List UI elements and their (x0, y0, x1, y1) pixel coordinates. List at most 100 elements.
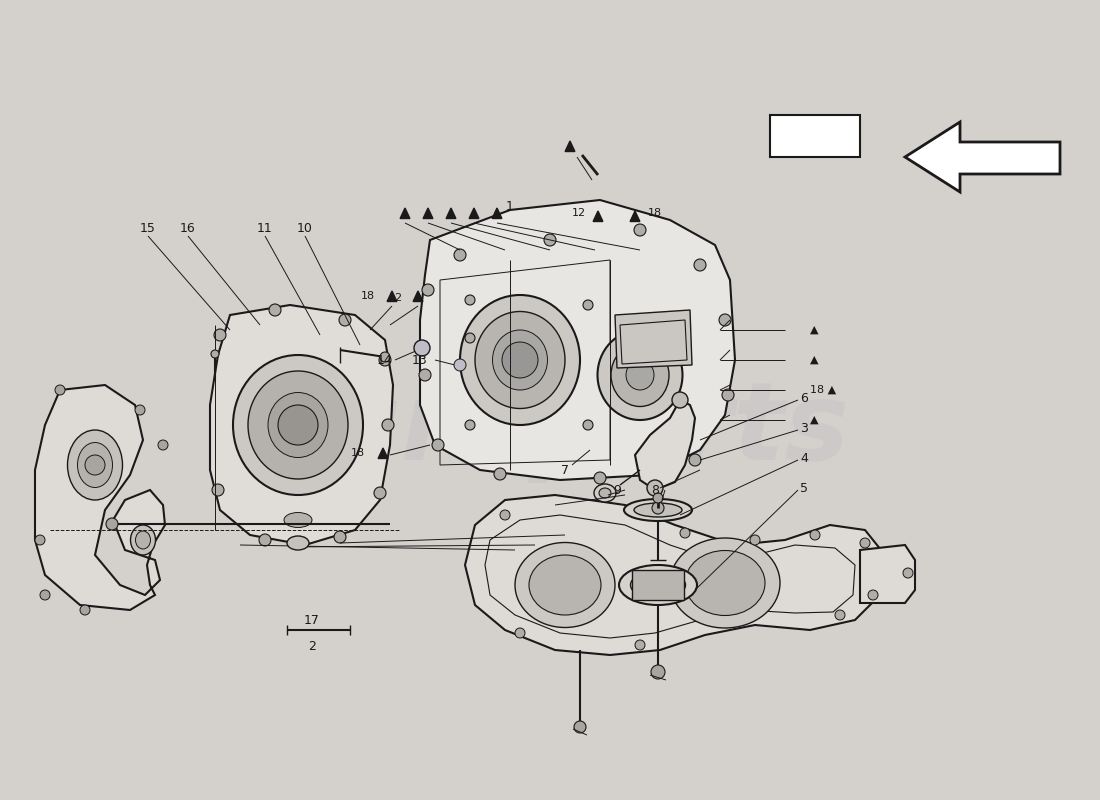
Ellipse shape (610, 343, 669, 406)
Polygon shape (414, 291, 422, 302)
Ellipse shape (672, 392, 688, 408)
Ellipse shape (722, 389, 734, 401)
Polygon shape (210, 305, 393, 545)
Ellipse shape (494, 468, 506, 480)
Polygon shape (905, 122, 1060, 192)
Ellipse shape (502, 342, 538, 378)
Text: 4: 4 (800, 451, 807, 465)
Ellipse shape (465, 420, 475, 430)
Ellipse shape (67, 430, 122, 500)
Ellipse shape (465, 295, 475, 305)
Text: 18: 18 (648, 208, 662, 218)
Text: 2: 2 (308, 641, 316, 654)
Ellipse shape (379, 352, 390, 362)
Ellipse shape (860, 538, 870, 548)
Polygon shape (424, 208, 433, 218)
Ellipse shape (414, 340, 430, 356)
Text: 16: 16 (180, 222, 196, 234)
Text: 18: 18 (351, 448, 365, 458)
Ellipse shape (810, 530, 820, 540)
Ellipse shape (635, 640, 645, 650)
Ellipse shape (106, 518, 118, 530)
Ellipse shape (460, 295, 580, 425)
Ellipse shape (35, 535, 45, 545)
Polygon shape (565, 141, 575, 151)
Ellipse shape (493, 330, 548, 390)
Ellipse shape (689, 454, 701, 466)
Ellipse shape (465, 333, 475, 343)
Ellipse shape (214, 329, 225, 341)
Polygon shape (635, 400, 695, 490)
Ellipse shape (268, 393, 328, 458)
Text: 13: 13 (412, 354, 428, 366)
Text: ▲ = 1: ▲ = 1 (793, 130, 837, 145)
Ellipse shape (379, 354, 390, 366)
Ellipse shape (670, 538, 780, 628)
Ellipse shape (624, 499, 692, 521)
Text: 7: 7 (561, 463, 569, 477)
Polygon shape (378, 448, 388, 458)
Polygon shape (630, 211, 640, 222)
Ellipse shape (634, 224, 646, 236)
Ellipse shape (653, 493, 663, 503)
Ellipse shape (594, 472, 606, 484)
Text: 14: 14 (377, 354, 393, 366)
Polygon shape (447, 208, 455, 218)
Ellipse shape (284, 513, 312, 527)
Polygon shape (860, 545, 915, 603)
Text: 1: 1 (506, 201, 514, 214)
Ellipse shape (594, 484, 616, 502)
Ellipse shape (419, 369, 431, 381)
Ellipse shape (680, 528, 690, 538)
Ellipse shape (211, 350, 219, 358)
Ellipse shape (630, 571, 685, 599)
Polygon shape (420, 200, 735, 480)
Polygon shape (387, 291, 397, 302)
Polygon shape (615, 310, 692, 368)
Text: 3: 3 (800, 422, 807, 434)
Ellipse shape (583, 300, 593, 310)
Ellipse shape (652, 502, 664, 514)
Ellipse shape (454, 359, 466, 371)
Ellipse shape (868, 590, 878, 600)
Ellipse shape (694, 259, 706, 271)
Text: 11: 11 (257, 222, 273, 234)
Polygon shape (593, 211, 603, 222)
Ellipse shape (515, 628, 525, 638)
Ellipse shape (719, 314, 732, 326)
Ellipse shape (903, 568, 913, 578)
Ellipse shape (529, 555, 601, 615)
Text: 6: 6 (800, 391, 807, 405)
Ellipse shape (835, 610, 845, 620)
Bar (770, 115, 860, 157)
Ellipse shape (270, 304, 280, 316)
Ellipse shape (131, 525, 155, 555)
Ellipse shape (382, 419, 394, 431)
Ellipse shape (685, 550, 764, 615)
Text: 9: 9 (613, 483, 620, 497)
Ellipse shape (625, 505, 635, 515)
Text: 12: 12 (572, 208, 586, 218)
Ellipse shape (334, 531, 346, 543)
Bar (632, 570, 684, 600)
Ellipse shape (233, 355, 363, 495)
Ellipse shape (574, 721, 586, 733)
Ellipse shape (77, 442, 112, 487)
Ellipse shape (248, 371, 348, 479)
Polygon shape (35, 385, 165, 610)
Text: ▲: ▲ (810, 325, 818, 335)
Ellipse shape (600, 488, 610, 498)
Text: 18: 18 (361, 291, 375, 301)
Ellipse shape (339, 314, 351, 326)
Text: 10: 10 (297, 222, 312, 234)
Ellipse shape (750, 535, 760, 545)
Ellipse shape (475, 311, 565, 409)
Ellipse shape (85, 455, 104, 475)
Ellipse shape (135, 531, 151, 549)
Ellipse shape (647, 480, 663, 496)
Ellipse shape (80, 605, 90, 615)
Ellipse shape (583, 420, 593, 430)
Ellipse shape (158, 440, 168, 450)
Ellipse shape (651, 665, 666, 679)
Ellipse shape (278, 405, 318, 445)
